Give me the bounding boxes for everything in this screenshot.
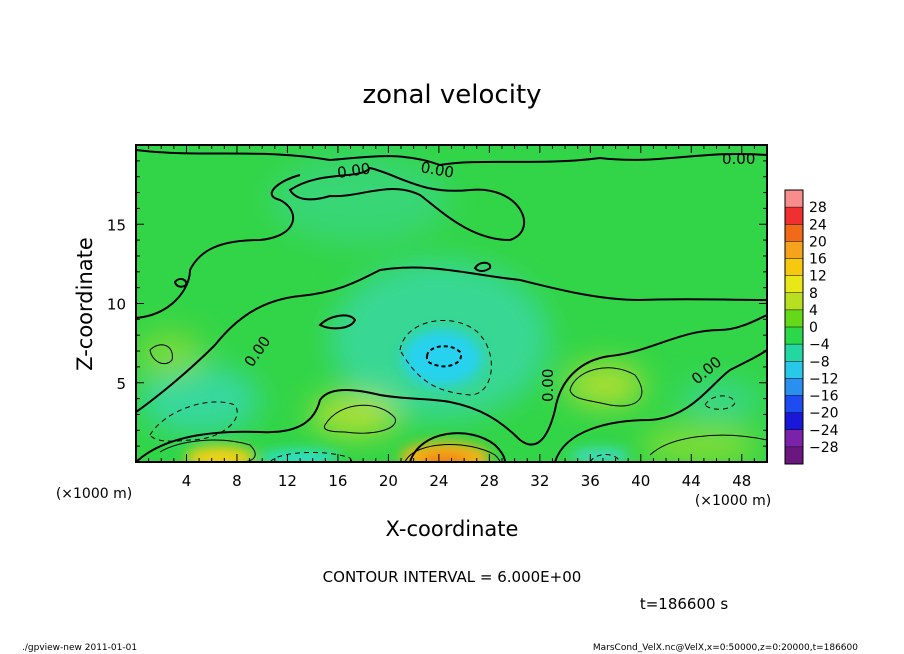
x-tick-label: 20 [379, 472, 398, 490]
colorbar-label: −24 [809, 423, 839, 439]
x-tick-label: 16 [328, 472, 347, 490]
colorbar-swatch [785, 412, 803, 430]
colorbar-label: −4 [809, 337, 830, 353]
x-axis: 4 8 12 16 20 24 28 32 36 40 44 48 [148, 145, 755, 490]
x-tick-label: 36 [581, 472, 600, 490]
x-unit-label: (×1000 m) [695, 493, 771, 509]
contour-label: 0.00 [336, 159, 372, 181]
colorbar-swatch [785, 446, 803, 464]
footer-left: ./gpview-new 2011-01-01 [22, 643, 137, 653]
colorbar-swatch [785, 309, 803, 327]
time-text: t=186600 s [640, 595, 728, 613]
colorbar-swatch [785, 275, 803, 293]
y-tick-label: 10 [107, 296, 126, 314]
x-tick-label: 40 [631, 472, 650, 490]
colorbar-swatch [785, 292, 803, 310]
contour-label: 0.00 [539, 369, 557, 402]
colorbar-swatch [785, 429, 803, 447]
colorbar-label: 8 [809, 286, 818, 302]
x-tick-label: 32 [530, 472, 549, 490]
colorbar-swatch [785, 258, 803, 276]
x-tick-label: 8 [232, 472, 242, 490]
colorbar-swatch [785, 207, 803, 225]
y-tick-label: 15 [107, 216, 126, 234]
colorbar-label: 0 [809, 320, 818, 336]
contour-interval-text: CONTOUR INTERVAL = 6.000E+00 [323, 568, 582, 586]
chart-title: zonal velocity [362, 80, 541, 110]
colorbar-label: 24 [809, 217, 827, 233]
y-axis: 5 10 15 [107, 160, 767, 447]
x-tick-label: 28 [480, 472, 499, 490]
x-tick-label: 44 [682, 472, 701, 490]
colorbar-swatch [785, 190, 803, 208]
y-unit-label: (×1000 m) [56, 486, 132, 502]
contour-label: 0.00 [722, 150, 755, 168]
colorbar-label: −12 [809, 371, 839, 387]
x-tick-label: 12 [278, 472, 297, 490]
colorbar-swatch [785, 378, 803, 396]
colorbar-label: −28 [809, 440, 839, 456]
colorbar-label: −20 [809, 406, 839, 422]
colorbar-label: 16 [809, 252, 827, 268]
colorbar-label: 28 [809, 200, 827, 216]
y-tick-label: 5 [116, 375, 126, 393]
colorbar-swatch [785, 241, 803, 259]
x-tick-label: 24 [429, 472, 448, 490]
contour-label: 0.00 [419, 158, 455, 182]
heatmap-field [136, 145, 767, 462]
colorbar-swatch [785, 344, 803, 362]
contour-lines [136, 149, 767, 462]
colorbar-label: 12 [809, 269, 827, 285]
x-tick-label: 48 [732, 472, 751, 490]
y-axis-label: Z-coordinate [73, 237, 97, 371]
colorbar-label: 20 [809, 234, 827, 250]
x-axis-label: X-coordinate [386, 517, 519, 541]
colorbar-swatch [785, 327, 803, 345]
colorbar-swatch [785, 361, 803, 379]
x-tick-label: 4 [182, 472, 192, 490]
colorbar-label: −16 [809, 389, 839, 405]
colorbar-swatch [785, 395, 803, 413]
colorbar-label: 4 [809, 303, 818, 319]
footer-right: MarsCond_VelX.nc@VelX,x=0:50000,z=0:2000… [593, 643, 858, 653]
colorbar-swatch [785, 224, 803, 242]
colorbar-label: −8 [809, 354, 830, 370]
